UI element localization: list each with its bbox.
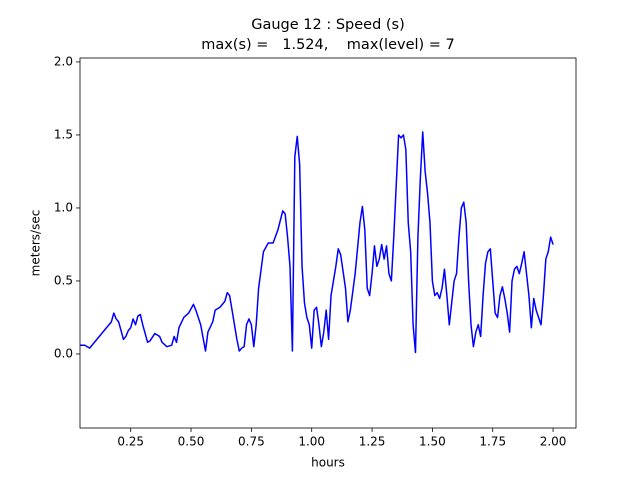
chart-subtitle: max(s) = 1.524, max(level) = 7 xyxy=(201,37,455,53)
x-tick-label: 0.50 xyxy=(178,435,205,449)
y-tick-label: 0.5 xyxy=(54,273,73,287)
plot-frame xyxy=(79,57,577,429)
data-line xyxy=(80,131,554,354)
x-tick-label: 2.00 xyxy=(540,435,567,449)
x-tick-label: 1.25 xyxy=(359,435,386,449)
x-tick-label: 1.75 xyxy=(479,435,506,449)
y-axis-label: meters/sec xyxy=(29,210,43,277)
x-tick-label: 0.75 xyxy=(238,435,265,449)
y-tick-label: 0.0 xyxy=(54,346,73,360)
y-tick-label: 1.0 xyxy=(54,200,73,214)
x-axis-label: hours xyxy=(311,456,345,470)
chart-title: Gauge 12 : Speed (s) xyxy=(251,17,405,33)
x-tick-label: 0.25 xyxy=(117,435,144,449)
y-tick-label: 1.5 xyxy=(54,127,73,141)
x-tick-label: 1.00 xyxy=(298,435,325,449)
x-tick-label: 1.50 xyxy=(419,435,446,449)
y-tick-label: 2.0 xyxy=(54,54,73,68)
